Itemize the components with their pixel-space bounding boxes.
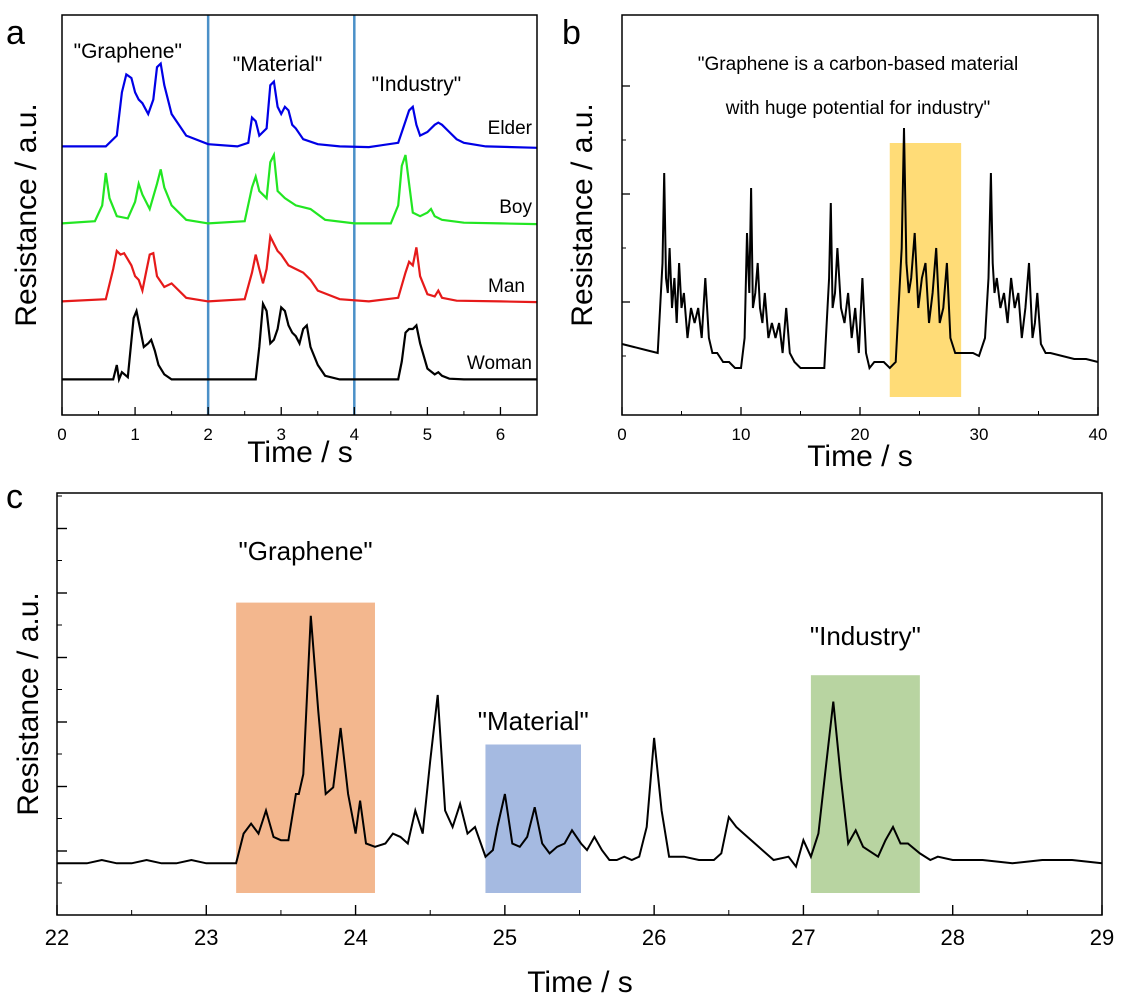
x-tick-label: 29 xyxy=(1090,925,1114,950)
highlight-box-1 xyxy=(485,744,581,893)
panel-b-quote-line-2: with huge potential for industry" xyxy=(725,98,990,119)
series-label-boy: Boy xyxy=(499,197,532,218)
series-label-man: Man xyxy=(488,276,525,297)
x-tick-label: 2 xyxy=(203,425,212,444)
panel-b-frame xyxy=(621,14,1099,416)
panel-letter-c: c xyxy=(6,478,23,516)
panel-c: c "Graphene""Material""Industry" 22 23 24 2… xyxy=(6,478,1114,996)
x-tick-label: 24 xyxy=(343,925,367,950)
panel-a-dividers xyxy=(206,15,356,415)
panel-c-y-axis-label: Resistance / a.u. xyxy=(12,592,45,815)
highlight-word-0: "Graphene" xyxy=(239,536,373,566)
x-tick-label: 10 xyxy=(732,425,751,444)
panel-a-y-axis-label: Resistance / a.u. xyxy=(10,103,43,326)
panel-a-frame xyxy=(61,14,538,416)
x-tick-label: 5 xyxy=(423,425,432,444)
panel-a-series-labels: Elder Boy Man Woman xyxy=(467,118,533,374)
word-label-0: "Graphene" xyxy=(74,40,182,63)
highlight-word-2: "Industry" xyxy=(810,621,921,651)
x-tick-label: 4 xyxy=(350,425,359,444)
word-label-2: "Industry" xyxy=(372,73,462,96)
panel-c-ticks: 22 23 24 25 26 27 28 29 xyxy=(45,495,1114,950)
x-tick-label: 28 xyxy=(940,925,964,950)
series-line-man xyxy=(61,232,538,304)
x-tick-label: 23 xyxy=(194,925,218,950)
panel-b-x-axis-label: Time / s xyxy=(807,440,913,473)
panel-b-y-axis-label: Resistance / a.u. xyxy=(566,103,599,326)
series-line-boy xyxy=(61,151,538,226)
panel-b-quote-line-1: "Graphene is a carbon-based material xyxy=(698,54,1018,75)
panel-b: b "Graphene is a carbon-based material w… xyxy=(562,14,1107,473)
x-tick-label: 20 xyxy=(851,425,870,444)
x-tick-label: 1 xyxy=(130,425,139,444)
series-label-elder: Elder xyxy=(488,118,533,139)
panel-c-x-axis-label: Time / s xyxy=(527,966,633,996)
x-tick-label: 0 xyxy=(617,425,626,444)
panel-letter-b: b xyxy=(562,14,581,52)
panel-a: a "Graphene" "Material" "Industry" Elder Bo… xyxy=(6,14,538,469)
panel-a-x-axis-label: Time / s xyxy=(247,436,353,469)
panel-b-signal-line xyxy=(621,127,1099,371)
series-label-woman: Woman xyxy=(467,353,532,374)
panel-a-series xyxy=(61,61,538,384)
panel-b-ticks: 0 10 20 30 40 xyxy=(617,85,1108,444)
x-tick-label: 25 xyxy=(493,925,517,950)
series-line-elder xyxy=(62,61,538,149)
word-label-1: "Material" xyxy=(233,53,323,76)
x-tick-label: 6 xyxy=(496,425,505,444)
panel-a-word-labels: "Graphene" "Material" "Industry" xyxy=(74,40,462,96)
x-tick-label: 26 xyxy=(642,925,666,950)
highlight-box-2 xyxy=(810,675,920,893)
highlight-word-1: "Material" xyxy=(478,706,589,736)
x-tick-label: 27 xyxy=(791,925,815,950)
panel-letter-a: a xyxy=(6,14,25,52)
panel-c-highlights xyxy=(236,602,920,893)
series-line-woman xyxy=(62,299,537,384)
x-tick-label: 0 xyxy=(57,425,66,444)
x-tick-label: 22 xyxy=(45,925,69,950)
panel-c-word-labels: "Graphene" "Material" "Industry" xyxy=(239,536,921,736)
x-tick-label: 40 xyxy=(1089,425,1108,444)
panel-a-x-ticks: 0 1 2 3 4 5 6 xyxy=(57,407,505,444)
panel-c-signal-line xyxy=(57,615,1103,869)
highlight-box-0 xyxy=(236,602,375,893)
x-tick-label: 3 xyxy=(276,425,285,444)
x-tick-label: 30 xyxy=(970,425,989,444)
